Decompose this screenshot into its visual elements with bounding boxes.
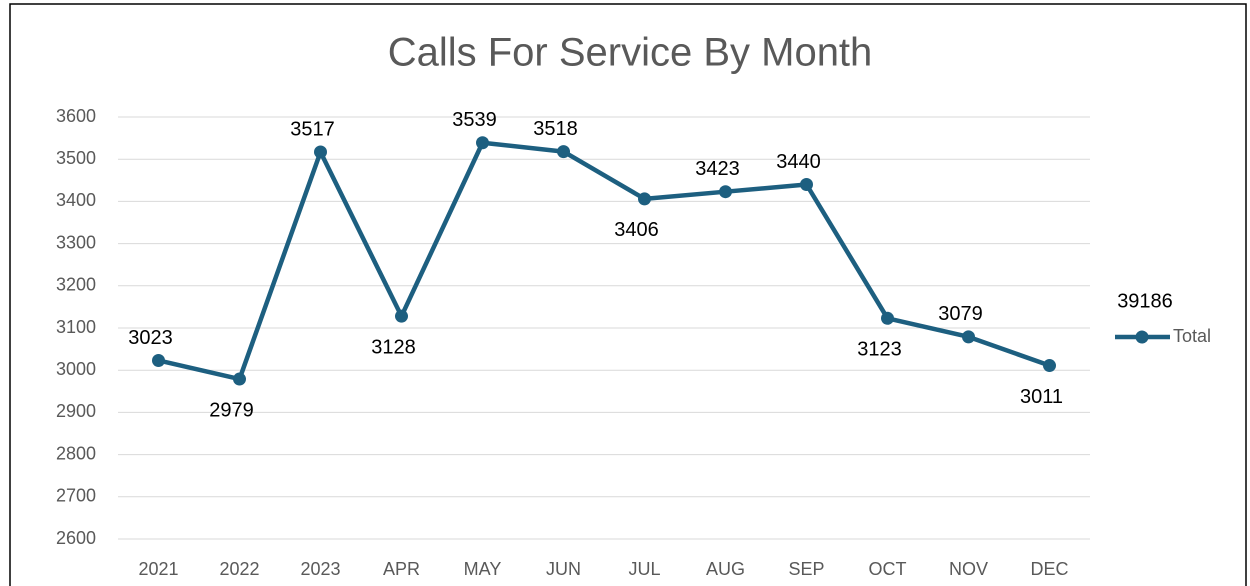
data-label: 3440 [776, 151, 821, 173]
x-tick-label: OCT [869, 559, 907, 579]
x-tick-label: AUG [706, 559, 745, 579]
x-tick-label: 2022 [219, 559, 259, 579]
y-tick-label: 3100 [56, 317, 96, 337]
marker [233, 372, 246, 386]
x-tick-label: JUN [546, 559, 581, 579]
marker [557, 145, 570, 159]
marker [719, 185, 732, 199]
y-tick-label: 3500 [56, 148, 96, 168]
x-tick-label: NOV [949, 559, 988, 579]
legend-label: Total [1173, 326, 1211, 346]
y-tick-label: 2800 [56, 443, 96, 463]
y-tick-label: 2600 [56, 528, 96, 548]
marker [638, 192, 651, 206]
y-tick-label: 3300 [56, 232, 96, 252]
marker [152, 353, 165, 367]
y-tick-label: 3200 [56, 275, 96, 295]
x-tick-label: 2023 [300, 559, 340, 579]
data-label: 3079 [938, 303, 983, 325]
x-tick-label: APR [383, 559, 420, 579]
marker [800, 178, 813, 192]
x-tick-label: DEC [1030, 559, 1068, 579]
x-tick-label: SEP [788, 559, 824, 579]
marker [1043, 359, 1056, 373]
x-tick-label: JUL [628, 559, 660, 579]
x-tick-label: 2021 [138, 559, 178, 579]
chart-border [9, 3, 1247, 586]
data-label: 3023 [128, 327, 173, 349]
data-label: 3539 [452, 109, 497, 131]
marker [395, 309, 408, 323]
data-label: 3128 [371, 336, 416, 358]
data-label: 2979 [209, 399, 254, 421]
data-label: 3423 [695, 158, 740, 180]
data-label: 3406 [614, 219, 659, 241]
legend-marker [1135, 330, 1149, 344]
chart-title: Calls For Service By Month [388, 31, 873, 75]
y-tick-label: 2900 [56, 401, 96, 421]
y-tick-label: 2700 [56, 486, 96, 506]
data-label: 3517 [290, 118, 335, 140]
y-tick-label: 3000 [56, 359, 96, 379]
data-label: 3518 [533, 118, 578, 140]
marker [476, 136, 489, 150]
y-tick-label: 3600 [56, 106, 96, 126]
annotation: 39186 [1117, 290, 1173, 312]
y-tick-label: 3400 [56, 190, 96, 210]
line [157, 140, 1051, 382]
data-label: 3011 [1020, 386, 1063, 408]
marker [962, 330, 975, 344]
x-tick-label: MAY [464, 559, 502, 579]
marker [314, 145, 327, 159]
marker [881, 311, 894, 325]
data-label: 3123 [857, 339, 902, 361]
